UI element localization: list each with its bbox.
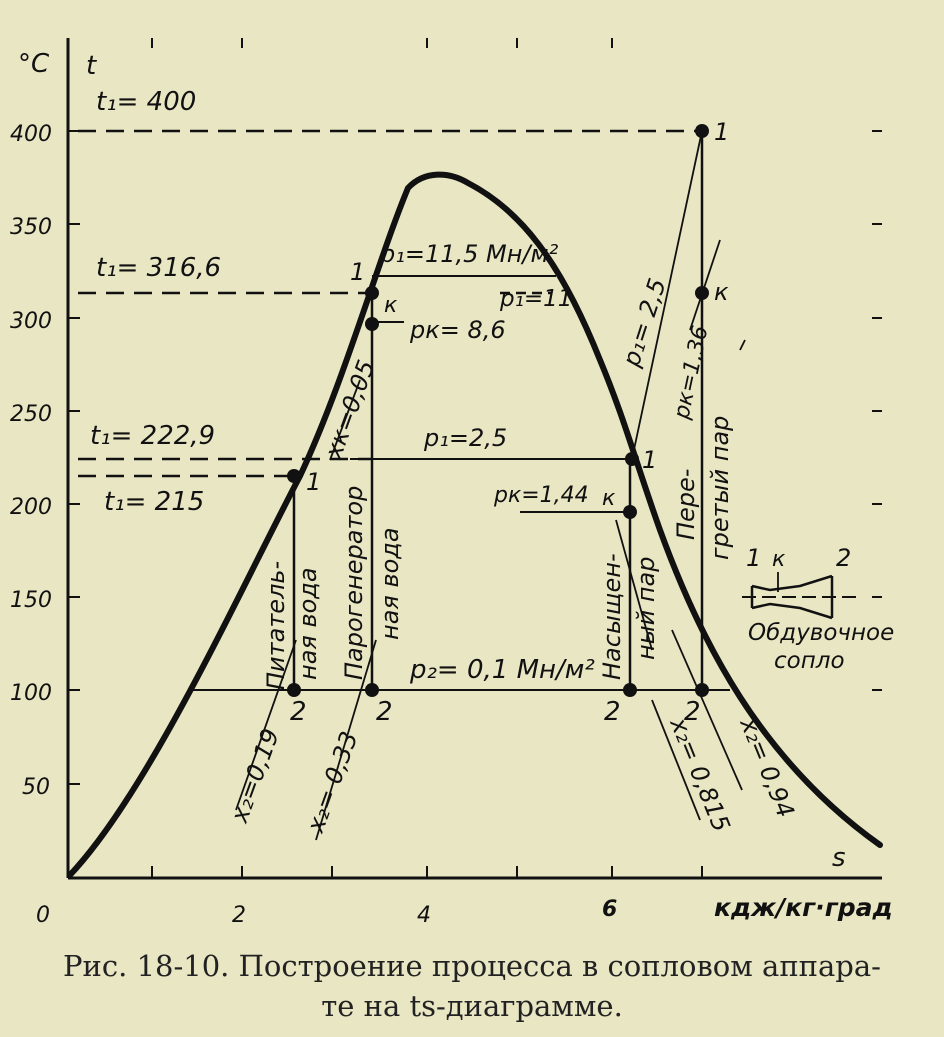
nozzle-1-label: 1: [746, 544, 761, 572]
isobars: [192, 275, 730, 691]
point-k-label: к: [714, 278, 729, 306]
pk-1-44-label: pк=1,44: [493, 483, 589, 508]
nozzle-icon: [742, 572, 862, 620]
steam-gen-label-1: Парогенератор: [340, 486, 368, 680]
y-symbol-label: t: [86, 51, 97, 81]
nozzle-caption-1: Обдувочное: [748, 620, 894, 646]
y-tick-label: 100: [10, 681, 52, 706]
y-tick-label: 300: [10, 309, 52, 334]
saturated-label-1: Насыщен-: [598, 553, 626, 680]
point-1-label: 1: [350, 258, 365, 286]
pk-8-6-label: pк= 8,6: [409, 316, 506, 344]
point-k-label: к: [384, 293, 398, 318]
y-tick-marks: [68, 130, 882, 785]
y-unit-label: °C: [18, 49, 50, 79]
point-2-label: 2: [604, 697, 621, 727]
point-2-label: 2: [376, 697, 393, 727]
feed-water-label-1: Питатель-: [262, 561, 290, 690]
superheated-label-2: гретый пар: [706, 416, 734, 560]
t-400-label: t₁= 400: [96, 87, 196, 117]
y-tick-label: 200: [10, 495, 52, 520]
ts-diagram: 400 350 300 250 200 150 100 50 0 2 4 6 °…: [10, 38, 894, 928]
point-k-label: к: [602, 486, 616, 511]
x-tick-label: 2: [232, 903, 246, 928]
x-tick-label: 4: [417, 903, 431, 928]
x-tick-marks: [151, 38, 703, 878]
point-1-label: 1: [714, 118, 729, 146]
y-tick-label: 350: [10, 215, 52, 240]
process-points: [287, 124, 709, 697]
process-lines: [292, 131, 704, 690]
saturated-label-2: ный пар: [632, 557, 660, 661]
nozzle-k-label: к: [772, 547, 786, 572]
feed-water-label-2: ная вода: [294, 567, 322, 680]
x-tick-label: 0: [36, 903, 50, 928]
superheated-label-1: Пере-: [672, 469, 700, 540]
slanted-lines: [235, 130, 746, 841]
point-2-label: 2: [290, 697, 307, 727]
nozzle-2-label: 2: [836, 544, 851, 572]
p1-2-5-label: p₁=2,5: [423, 424, 507, 452]
p2-label: p₂= 0,1 Мн/м²: [409, 655, 595, 685]
t-215-label: t₁= 215: [104, 487, 204, 517]
caption-line-2: те на ts-диаграмме.: [321, 989, 623, 1023]
x-symbol-label: s: [832, 843, 846, 873]
point-2-label: 2: [684, 697, 701, 727]
steam-gen-label-2: ная вода: [376, 527, 404, 640]
y-tick-label: 250: [10, 402, 52, 427]
nozzle-caption-2: сопло: [774, 648, 845, 674]
caption-line-1: Рис. 18-10. Построение процесса в соплов…: [63, 949, 881, 983]
saturation-curve: [67, 171, 883, 878]
y-tick-label: 400: [10, 122, 52, 147]
p1-11-label: p₁=11: [499, 286, 572, 312]
y-tick-label: 150: [10, 588, 52, 613]
x-unit-label: кдж/кг·град: [714, 893, 893, 922]
t-316-label: t₁= 316,6: [96, 253, 221, 283]
pk-1-36-label: pк=1,36: [669, 323, 713, 422]
x2-019-label: x₂=0,19: [225, 725, 285, 827]
point-1-label: 1: [642, 446, 657, 474]
figure-caption: Рис. 18-10. Построение процесса в соплов…: [0, 946, 944, 1026]
dashed-isotherms: [78, 129, 700, 478]
y-tick-label: 50: [22, 775, 50, 800]
t-222-label: t₁= 222,9: [90, 421, 215, 451]
p1-2-5-slanted-label: p₁= 2,5: [617, 275, 672, 371]
p1-11-5-label: p₁=11,5 Мн/м²: [379, 240, 559, 268]
x-tick-label: 6: [602, 897, 617, 922]
point-1-label: 1: [306, 468, 321, 496]
x2-033-label: x₂= 0,33: [301, 728, 364, 837]
